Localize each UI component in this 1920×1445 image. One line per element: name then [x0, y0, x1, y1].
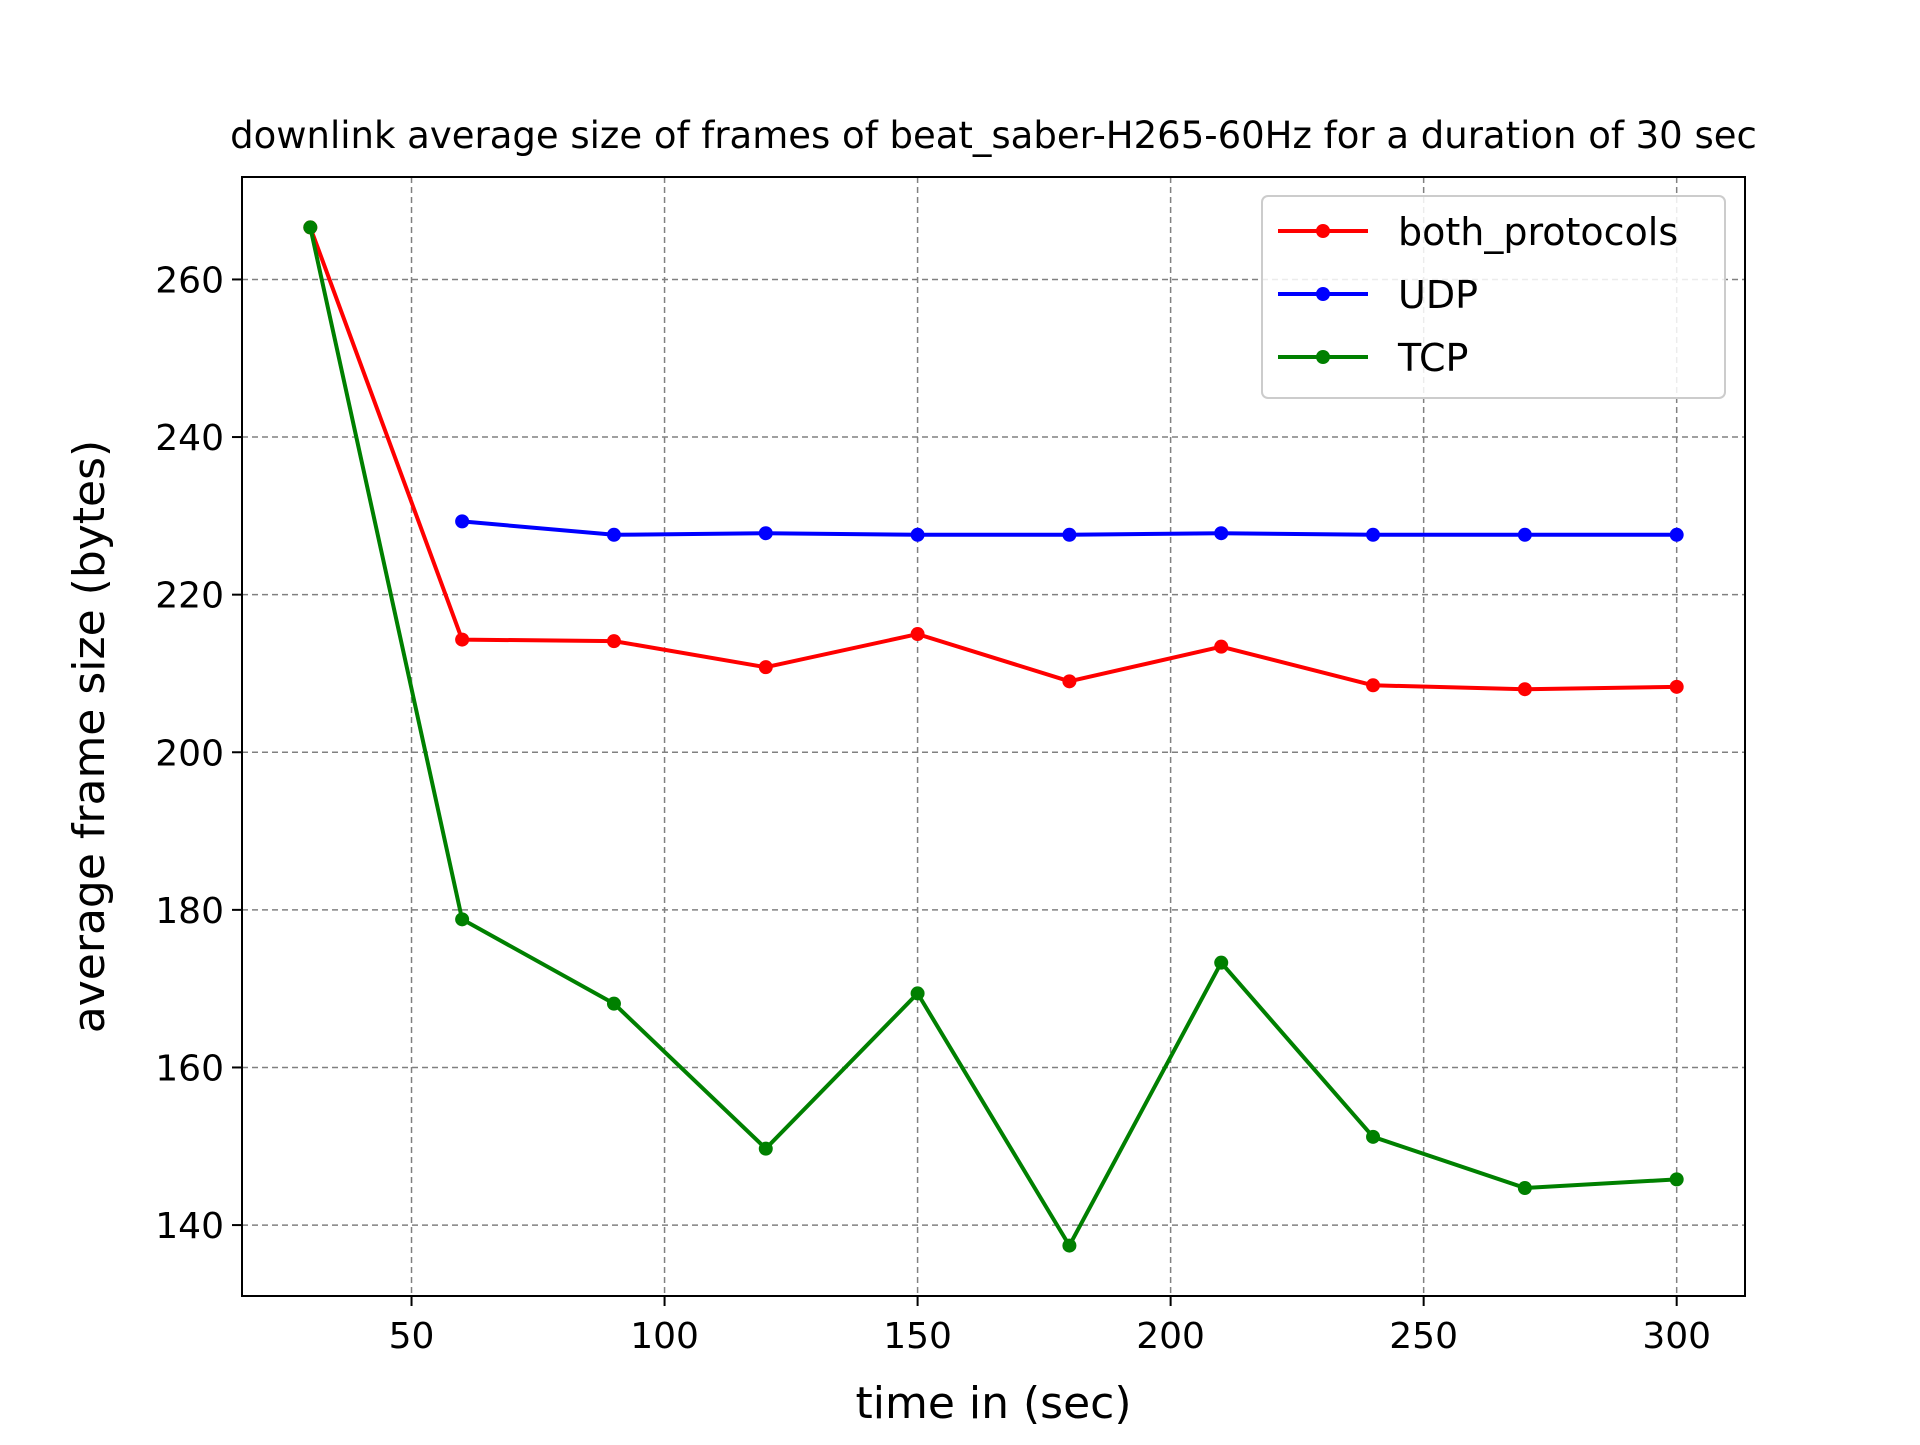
data-point-both-protocols [758, 660, 773, 675]
data-point-udp [910, 527, 925, 542]
data-point-both-protocols [1669, 679, 1684, 694]
y-tick-label: 220 [155, 576, 224, 617]
legend-label-udp: UDP [1398, 273, 1478, 317]
x-tick-label: 100 [630, 1316, 699, 1357]
y-tick-label: 200 [155, 733, 224, 774]
legend-marker-udp [1316, 287, 1330, 301]
data-point-both-protocols [1366, 678, 1381, 693]
chart-title: downlink average size of frames of beat_… [230, 114, 1757, 157]
data-point-both-protocols [910, 627, 925, 642]
y-tick-label: 140 [155, 1206, 224, 1247]
series-line-both-protocols [308, 226, 1677, 692]
legend: both_protocols UDP TCP [1261, 195, 1726, 399]
data-point-udp [758, 526, 773, 541]
series-line-tcp [308, 226, 1677, 1248]
y-axis-label: average frame size (bytes) [64, 440, 115, 1033]
data-point-tcp [758, 1141, 773, 1156]
legend-marker-both-protocols [1316, 224, 1330, 238]
data-point-tcp [455, 912, 470, 927]
data-point-tcp [1669, 1172, 1684, 1187]
legend-label-tcp: TCP [1397, 336, 1468, 380]
data-point-both-protocols [1214, 639, 1229, 654]
y-tick-label: 160 [155, 1048, 224, 1089]
data-point-both-protocols [455, 632, 470, 647]
axis-ticks: 50 100 150 200 250 300 140 160 180 200 220 240 260 [155, 260, 1711, 1357]
y-tick-label: 180 [155, 891, 224, 932]
data-point-tcp [1366, 1129, 1381, 1144]
y-tick-label: 240 [155, 418, 224, 459]
data-point-udp [1366, 527, 1381, 542]
data-point-udp [1214, 526, 1229, 541]
data-point-udp [1517, 527, 1532, 542]
series-lines [303, 220, 1684, 1253]
data-point-tcp [1214, 955, 1229, 970]
data-point-udp [1669, 527, 1684, 542]
x-tick-label: 200 [1136, 1316, 1205, 1357]
data-point-tcp [1517, 1181, 1532, 1196]
x-tick-label: 300 [1642, 1316, 1711, 1357]
y-tick-label: 260 [155, 260, 224, 301]
x-tick-label: 50 [389, 1316, 435, 1357]
data-point-udp [606, 527, 621, 542]
data-point-udp [455, 514, 470, 529]
plot-frame [241, 176, 1746, 1297]
legend-label-both-protocols: both_protocols [1398, 210, 1678, 254]
data-point-both-protocols [606, 634, 621, 649]
x-tick-label: 150 [883, 1316, 952, 1357]
data-point-tcp [910, 986, 925, 1001]
x-tick-label: 250 [1389, 1316, 1458, 1357]
legend-box [1261, 195, 1726, 399]
data-point-tcp [606, 996, 621, 1011]
x-axis-label: time in (sec) [855, 1378, 1131, 1429]
legend-marker-tcp [1316, 350, 1330, 364]
data-point-tcp [303, 220, 318, 235]
data-point-tcp [1062, 1238, 1077, 1253]
data-point-both-protocols [1517, 682, 1532, 697]
data-point-udp [1062, 527, 1077, 542]
data-point-both-protocols [1062, 674, 1077, 689]
grid [242, 177, 1745, 1296]
